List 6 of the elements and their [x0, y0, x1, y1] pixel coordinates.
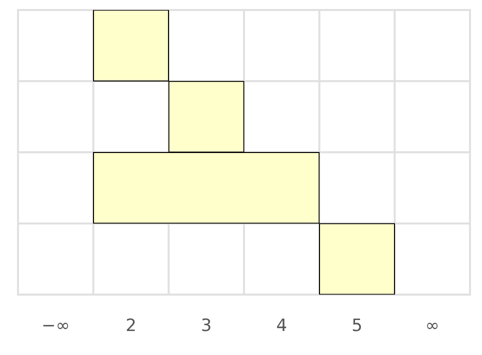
- x-tick-label: 5: [352, 316, 362, 336]
- x-tick-label: 2: [126, 316, 136, 336]
- x-tick-label: 3: [200, 316, 212, 336]
- x-tick-label: ∞: [425, 316, 440, 336]
- x-tick-label: −∞: [41, 316, 70, 336]
- x-tick-label: 4: [276, 316, 288, 336]
